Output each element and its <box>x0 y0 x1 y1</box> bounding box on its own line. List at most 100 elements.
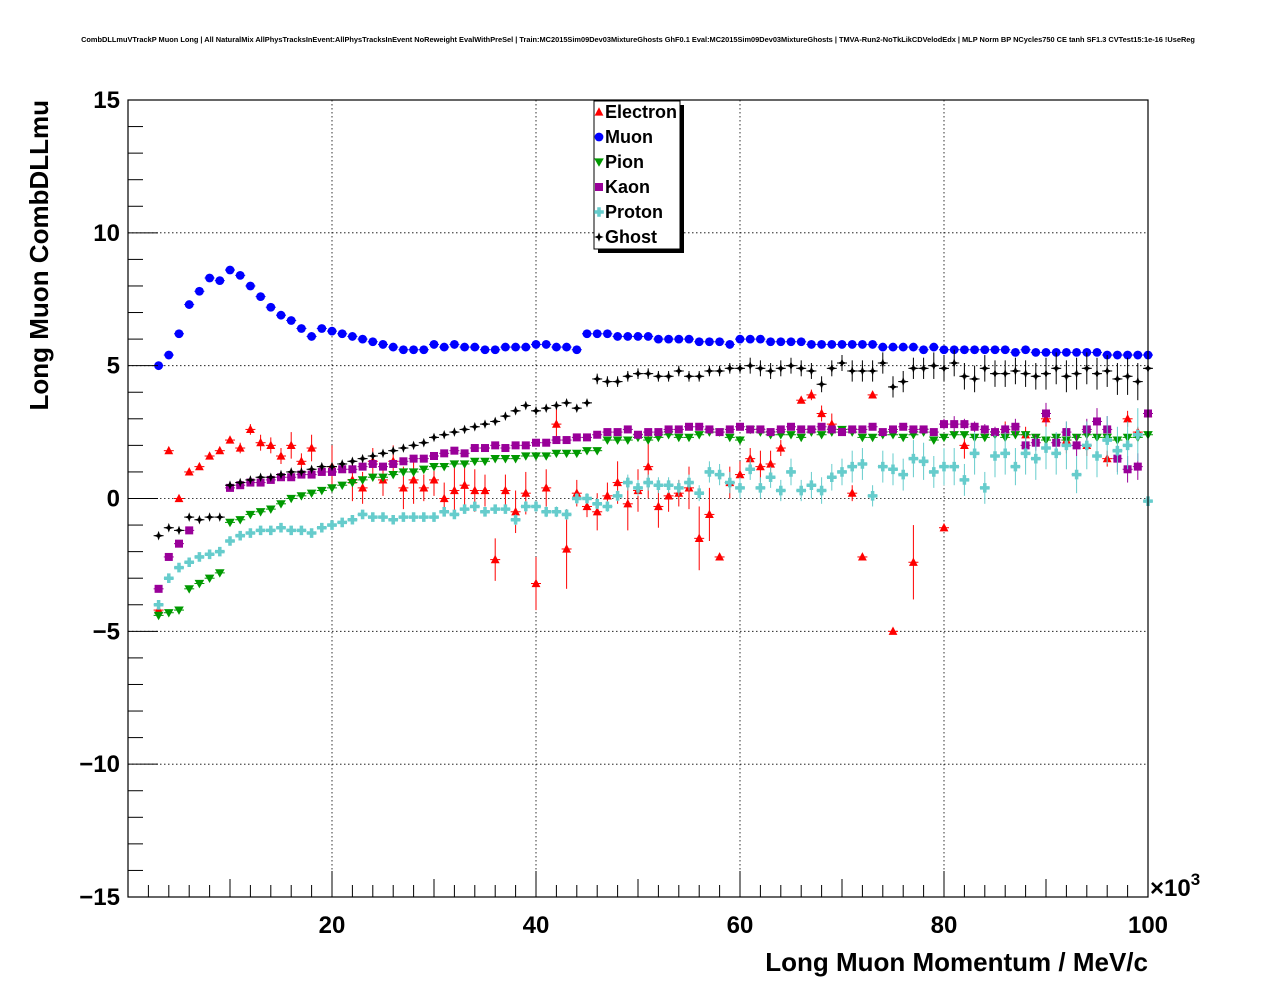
pion-marker <box>408 468 419 477</box>
muon-marker <box>388 342 398 352</box>
muon-point <box>571 345 582 355</box>
ghost-point <box>990 360 1000 387</box>
legend-entries: Electron Muon Pion Kaon Proton Ghost <box>594 102 677 247</box>
proton-marker <box>735 483 745 493</box>
proton-marker <box>857 459 868 469</box>
ghost-point <box>398 443 409 453</box>
kaon-point <box>888 425 898 434</box>
muon-marker <box>174 329 184 339</box>
proton-marker <box>235 530 245 541</box>
proton-point <box>1000 432 1011 475</box>
legend-entry-electron: Electron <box>594 102 677 122</box>
pion-point <box>796 433 807 443</box>
electron-marker <box>450 485 459 495</box>
legend-marker-kaon <box>595 183 603 191</box>
pion-point <box>510 455 521 464</box>
kaon-marker <box>440 449 449 458</box>
kaon-marker <box>909 425 918 434</box>
ghost-point <box>908 357 919 379</box>
ghost-marker <box>612 376 623 387</box>
ghost-point <box>837 355 847 371</box>
proton-point <box>449 509 460 520</box>
proton-point <box>714 463 725 486</box>
kaon-marker <box>481 444 489 453</box>
kaon-marker <box>827 425 836 434</box>
electron-point <box>204 451 215 460</box>
ghost-marker <box>918 363 929 374</box>
electron-point <box>174 493 184 503</box>
proton-point <box>1061 421 1072 470</box>
muon-marker <box>205 273 215 283</box>
proton-point <box>755 477 766 499</box>
ghost-marker <box>449 427 460 437</box>
muon-point <box>561 342 572 352</box>
proton-marker <box>1102 435 1112 445</box>
ghost-marker <box>500 411 511 421</box>
kaon-marker <box>654 428 663 437</box>
electron-point <box>245 424 256 435</box>
electron-marker <box>286 440 296 449</box>
muon-point <box>337 329 348 339</box>
ghost-point <box>357 453 368 464</box>
ghost-point <box>888 376 898 398</box>
chart-title: CombDLLmuVTrackP Muon Long | All Natural… <box>81 35 1195 44</box>
proton-point <box>1122 421 1133 470</box>
proton-marker <box>663 480 674 491</box>
legend-label-ghost: Ghost <box>605 227 657 247</box>
ghost-marker <box>1092 368 1102 379</box>
muon-point <box>959 345 970 355</box>
proton-point <box>959 463 970 496</box>
muon-marker <box>450 340 459 349</box>
proton-point <box>1132 408 1143 462</box>
pion-marker <box>521 452 531 461</box>
kaon-point <box>1092 408 1102 435</box>
muon-marker <box>756 334 765 344</box>
proton-point <box>327 520 337 530</box>
ghost-point <box>582 398 592 408</box>
pion-marker <box>898 433 908 443</box>
kaon-point <box>378 462 388 471</box>
kaon-point <box>765 428 776 437</box>
kaon-marker <box>695 422 704 431</box>
kaon-point <box>592 430 603 439</box>
muon-marker <box>715 337 724 347</box>
electron-marker <box>654 501 663 511</box>
kaon-point <box>551 436 562 445</box>
ghost-point <box>704 365 715 377</box>
electron-marker <box>705 509 714 519</box>
ghost-marker <box>990 368 1000 379</box>
kaon-marker <box>664 425 673 434</box>
muon-marker <box>511 342 520 352</box>
ghost-marker <box>388 445 398 456</box>
proton-point <box>367 512 378 522</box>
muon-point <box>327 326 337 336</box>
pion-marker <box>500 455 511 464</box>
pion-point <box>582 447 592 456</box>
muon-marker <box>1062 347 1071 357</box>
proton-point <box>265 525 276 536</box>
electron-marker <box>174 493 184 503</box>
ghost-point <box>225 480 235 491</box>
proton-marker <box>255 525 266 536</box>
proton-point <box>316 522 327 533</box>
proton-marker <box>704 467 715 477</box>
kaon-marker <box>623 425 632 434</box>
pion-point <box>469 457 480 467</box>
electron-marker <box>562 544 571 553</box>
legend-marker-muon <box>594 132 604 142</box>
kaon-marker <box>470 444 479 453</box>
muon-marker <box>868 340 877 349</box>
ghost-marker <box>541 403 551 413</box>
muon-marker <box>256 292 265 301</box>
y-tick-label: 0 <box>107 486 120 513</box>
proton-marker <box>786 467 796 477</box>
muon-point <box>786 337 796 347</box>
x-exponent-base: ×10 <box>1150 875 1191 902</box>
ghost-marker <box>755 363 766 374</box>
electron-point <box>704 487 715 542</box>
muon-marker <box>317 324 327 333</box>
electron-marker <box>490 554 500 564</box>
kaon-marker <box>613 428 622 437</box>
pion-marker <box>602 436 613 445</box>
muon-marker <box>521 342 531 352</box>
